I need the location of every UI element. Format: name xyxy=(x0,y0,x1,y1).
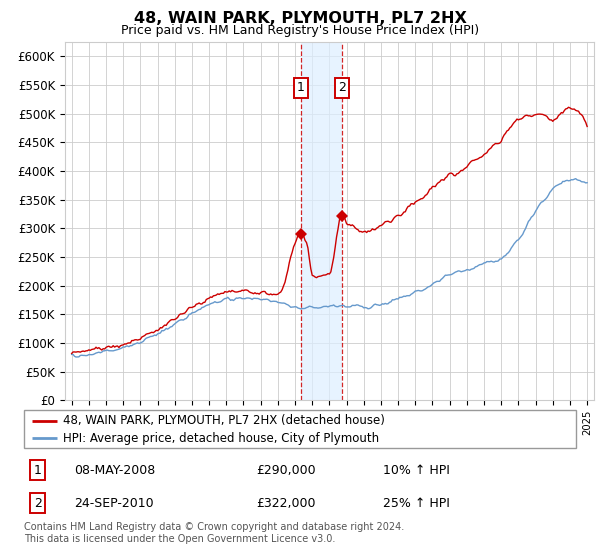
Text: 24-SEP-2010: 24-SEP-2010 xyxy=(74,497,154,510)
Text: Contains HM Land Registry data © Crown copyright and database right 2024.
This d: Contains HM Land Registry data © Crown c… xyxy=(24,522,404,544)
Bar xyxy=(301,42,342,400)
Text: HPI: Average price, detached house, City of Plymouth: HPI: Average price, detached house, City… xyxy=(62,432,379,445)
Text: 1: 1 xyxy=(34,464,42,477)
Text: 48, WAIN PARK, PLYMOUTH, PL7 2HX: 48, WAIN PARK, PLYMOUTH, PL7 2HX xyxy=(134,11,466,26)
Text: 10% ↑ HPI: 10% ↑ HPI xyxy=(383,464,449,477)
Text: £322,000: £322,000 xyxy=(256,497,316,510)
Text: Price paid vs. HM Land Registry's House Price Index (HPI): Price paid vs. HM Land Registry's House … xyxy=(121,24,479,36)
Text: £290,000: £290,000 xyxy=(256,464,316,477)
Text: 1: 1 xyxy=(297,81,305,95)
Text: 48, WAIN PARK, PLYMOUTH, PL7 2HX (detached house): 48, WAIN PARK, PLYMOUTH, PL7 2HX (detach… xyxy=(62,414,385,427)
Text: 25% ↑ HPI: 25% ↑ HPI xyxy=(383,497,449,510)
Text: 2: 2 xyxy=(34,497,42,510)
Text: 08-MAY-2008: 08-MAY-2008 xyxy=(74,464,155,477)
Text: 2: 2 xyxy=(338,81,346,95)
